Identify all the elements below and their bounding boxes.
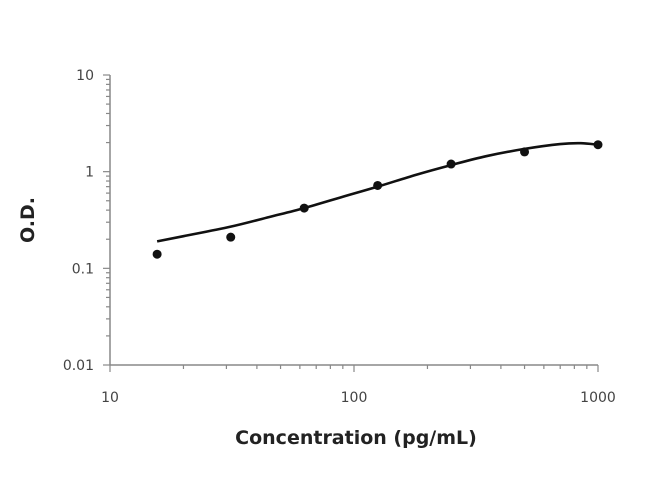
y-tick-label: 10 <box>76 68 94 84</box>
tick-labels: 10 1 0.1 0.01 10 100 1000 <box>63 68 616 406</box>
data-points <box>152 140 603 259</box>
axis-ticks <box>103 74 599 372</box>
data-point <box>520 147 530 157</box>
y-tick-label: 0.01 <box>63 358 94 374</box>
axes <box>109 75 598 366</box>
data-point <box>152 249 162 259</box>
data-point <box>373 180 383 190</box>
y-axis-label: O.D. <box>17 197 39 243</box>
y-tick-label: 0.1 <box>72 261 94 277</box>
x-tick-label: 1000 <box>580 390 616 406</box>
data-point <box>299 203 309 213</box>
data-point <box>226 232 236 242</box>
data-point <box>446 159 456 169</box>
x-axis-label: Concentration (pg/mL) <box>235 427 477 449</box>
fit-curve-line <box>156 141 599 243</box>
data-point <box>593 140 603 150</box>
x-tick-label: 10 <box>101 390 119 406</box>
x-tick-label: 100 <box>341 390 368 406</box>
y-tick-label: 1 <box>85 165 94 181</box>
